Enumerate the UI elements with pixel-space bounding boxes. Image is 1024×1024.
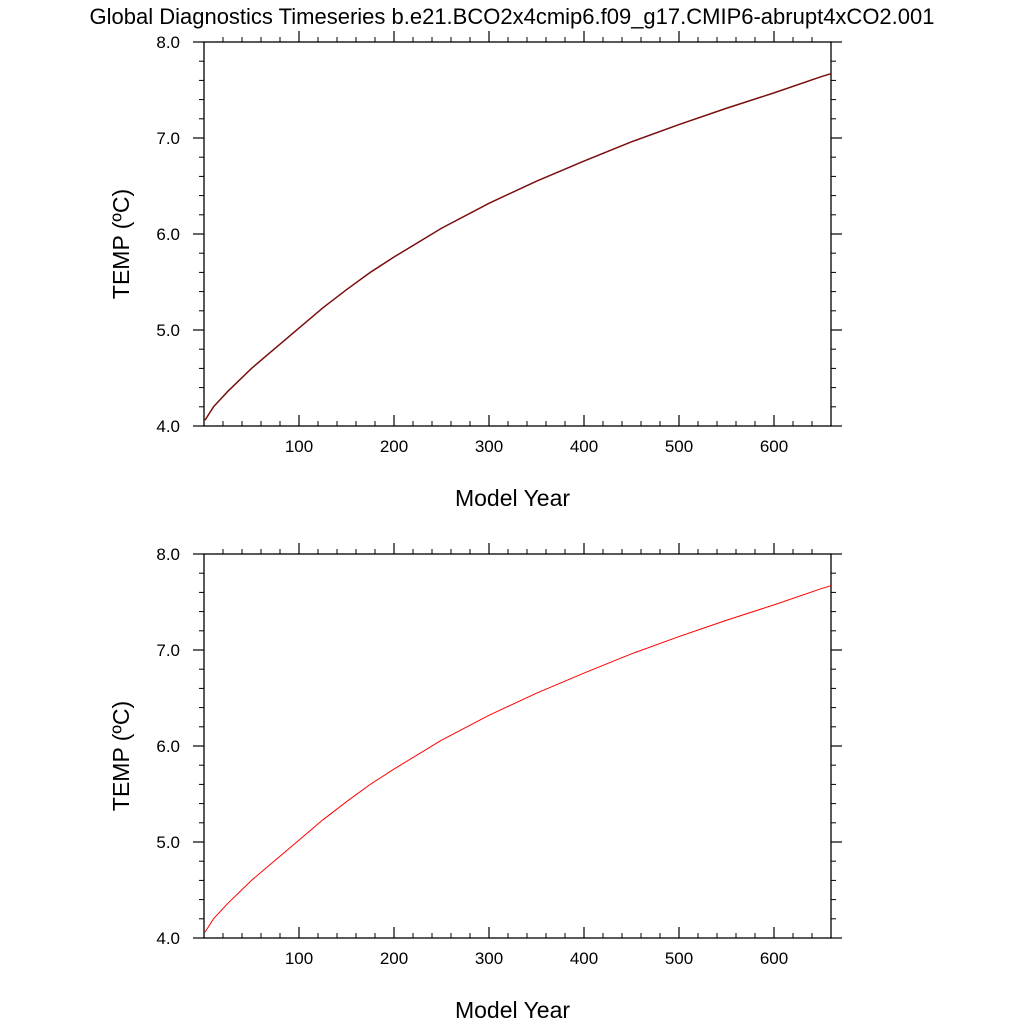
- x-axis-title: Model Year: [455, 997, 570, 1023]
- y-tick-label: 7.0: [156, 129, 180, 148]
- y-axis-title: TEMP (ºC): [108, 701, 134, 811]
- y-tick-label: 6.0: [156, 225, 180, 244]
- plot-frame: [203, 553, 832, 939]
- panel-2: 100 200 300 400 500 600 4.0 5.0 6.0 7.0 8.0 Model Y…: [108, 543, 842, 1023]
- panel-1: 100 200 300 400 500 600 4.0 5.0 6.0 7.0 8.0 Model Y…: [108, 31, 842, 511]
- series-line-1: [204, 72, 832, 421]
- y-tick-label: 7.0: [156, 641, 180, 660]
- x-tick-label: 300: [475, 949, 503, 968]
- x-tick-label: 100: [285, 949, 313, 968]
- x-tick-label: 400: [570, 437, 598, 456]
- y-tick-label: 4.0: [156, 929, 180, 948]
- y-tick-label: 5.0: [156, 833, 180, 852]
- x-tick-label: 500: [665, 437, 693, 456]
- x-tick-label: 300: [475, 437, 503, 456]
- y-tick-label: 8.0: [156, 33, 180, 52]
- x-tick-label: 200: [380, 949, 408, 968]
- x-tick-label: 600: [760, 437, 788, 456]
- y-tick-label: 4.0: [156, 417, 180, 436]
- x-tick-label: 200: [380, 437, 408, 456]
- x-axis-title: Model Year: [455, 485, 570, 511]
- x-tick-label: 600: [760, 949, 788, 968]
- x-tick-label: 500: [665, 949, 693, 968]
- x-tick-label: 100: [285, 437, 313, 456]
- figure-title: Global Diagnostics Timeseries b.e21.BCO2…: [90, 4, 935, 29]
- y-tick-label: 5.0: [156, 321, 180, 340]
- plot-frame: [203, 41, 832, 427]
- y-axis-title: TEMP (ºC): [108, 189, 134, 299]
- x-tick-label: 400: [570, 949, 598, 968]
- series-line-1: [204, 585, 832, 933]
- y-tick-label: 6.0: [156, 737, 180, 756]
- y-tick-label: 8.0: [156, 545, 180, 564]
